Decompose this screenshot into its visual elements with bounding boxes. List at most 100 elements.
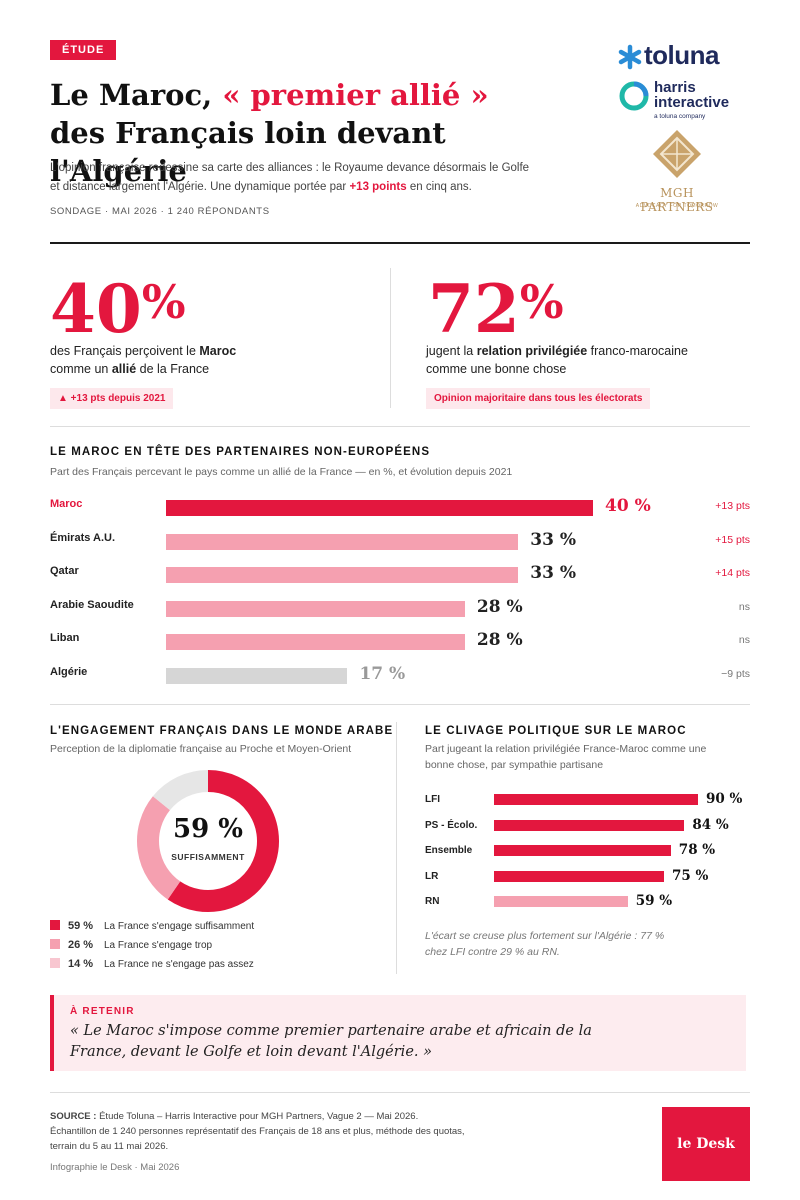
clivage-heading: LE CLIVAGE POLITIQUE SUR LE MAROC: [425, 725, 687, 737]
partner-bar: [166, 634, 465, 650]
legend-swatch: [50, 920, 60, 930]
harris-word-2: interactive: [654, 94, 730, 111]
lede: L'opinion française redessine sa carte d…: [50, 159, 530, 197]
kpi-pill-2: Opinion majoritaire dans tous les électo…: [426, 388, 651, 409]
party-label: LR: [425, 870, 439, 882]
logo-mgh: MGH PARTNERS ADVOCACY FOR TOMORROW: [622, 128, 732, 214]
kpi-number: 72: [428, 270, 520, 348]
header-rule: [50, 242, 750, 244]
legend-swatch: [50, 958, 60, 968]
partner-label: Liban: [50, 632, 80, 644]
page-title: Le Maroc, « premier allié » des Français…: [50, 76, 570, 190]
clivage-subheading: Part jugeant la relation privilégiée Fra…: [425, 743, 707, 771]
partners-heading: LE MAROC EN TÊTE DES PARTENAIRES NON-EUR…: [50, 446, 431, 458]
engagement-donut-chart: [137, 770, 279, 912]
partner-bar: [166, 667, 348, 684]
takeaway-quote: « Le Maroc s'impose comme premier parten…: [70, 1023, 592, 1060]
source-block: SOURCE : Étude Toluna – Harris Interacti…: [50, 1109, 630, 1154]
kpi-unit: %: [519, 275, 564, 329]
party-value: 78 %: [678, 842, 716, 858]
donut-legend-item: 59 % La France s'engage suffisamment: [50, 920, 370, 939]
partner-value: 33 %: [530, 529, 576, 550]
study-tag: ÉTUDE: [50, 40, 117, 60]
kpi-text: jugent la: [426, 344, 477, 358]
kpi-unit: %: [141, 275, 186, 329]
source-sample: Échantillon de 1 240 personnes représent…: [50, 1126, 465, 1137]
party-value: 75 %: [672, 867, 709, 884]
kpi-value-2: 72%: [428, 276, 564, 342]
divider: [50, 426, 750, 427]
party-value: 59 %: [635, 893, 673, 909]
kpi-text-bold: allié: [111, 362, 137, 376]
kpi-separator: [390, 268, 391, 408]
legend-value: 26 %: [68, 939, 94, 951]
partner-bar: [166, 500, 593, 516]
partner-label: Algérie: [50, 665, 88, 678]
donut-legend-item: 26 % La France s'engage trop: [50, 939, 370, 958]
kpi-number: 40: [50, 270, 142, 348]
partner-bar: [166, 600, 465, 617]
party-value: 84 %: [692, 816, 729, 833]
kpi-value-1: 40%: [50, 276, 186, 342]
survey-meta: SONDAGE · MAI 2026 · 1 240 RÉPONDANTS: [50, 206, 270, 217]
party-label: RN: [425, 896, 440, 907]
divider: [50, 704, 750, 705]
partner-delta: +15 pts: [715, 533, 750, 546]
party-label: LFI: [425, 794, 440, 805]
donut-legend: 59 % La France s'engage suffisamment 26 % L…: [50, 920, 370, 977]
legend-label: La France ne s'engage pas assez: [104, 959, 254, 970]
partners-subheading: Part des Français percevant le pays comm…: [50, 466, 513, 478]
engagement-subheading: Perception de la diplomatie française au…: [50, 743, 352, 755]
le-desk-logo: le Desk: [662, 1107, 750, 1181]
partner-label: Émirats A.U.: [50, 531, 116, 544]
party-label: PS - Écolo.: [425, 819, 478, 831]
harris-word-1: harris: [654, 79, 696, 96]
section-separator: [396, 722, 397, 974]
kpi-text: de la France: [136, 362, 210, 376]
legend-value: 14 %: [68, 958, 94, 970]
partner-value: 40 %: [605, 496, 651, 516]
partner-bar: [166, 567, 519, 583]
kpi-text: franco-marocaine comme une bonne chose: [426, 344, 688, 376]
donut-center-label: SUFFISAMMENT: [171, 852, 245, 862]
lede-highlight: +13 points: [349, 181, 407, 193]
donut-legend-item: 14 % La France ne s'engage pas assez: [50, 958, 370, 977]
partner-delta: ns: [738, 600, 750, 613]
partner-label: Maroc: [50, 498, 83, 510]
credit: Infographie le Desk · Mai 2026: [50, 1162, 180, 1173]
donut-center-value: 59 %: [173, 814, 243, 844]
party-label: Ensemble: [425, 845, 473, 856]
party-bar: [494, 794, 698, 805]
partner-label: Arabie Saoudite: [50, 598, 134, 611]
title-prefix: Le Maroc,: [50, 78, 223, 112]
party-value: 90 %: [706, 791, 743, 807]
partner-bar: [166, 533, 519, 550]
donut-slice: [137, 796, 181, 900]
legend-label: La France s'engage trop: [104, 940, 213, 951]
kpi-text-2: jugent la relation privilégiée franco-ma…: [426, 342, 726, 378]
partner-value: 33 %: [530, 563, 576, 583]
title-highlight: « premier allié »: [222, 78, 489, 112]
mgh-sub: ADVOCACY FOR TOMORROW: [635, 203, 719, 209]
source-dates: terrain du 5 au 11 mai 2026.: [50, 1141, 169, 1152]
source-label: SOURCE :: [50, 1111, 97, 1122]
donut-slice: [152, 770, 209, 811]
partner-value: 28 %: [476, 630, 523, 650]
partner-delta: +14 pts: [715, 567, 750, 579]
clivage-bar-chart: LFI 90 % PS - Écolo. 84 % Ensemble 78 % LR 75 %…: [0, 786, 800, 916]
partner-delta: ns: [738, 634, 750, 646]
partner-value: 17 %: [359, 663, 406, 684]
kpi-text-1: des Français perçoivent le Maroc comme u…: [50, 342, 350, 378]
lede-text: L'opinion française redessine sa carte d…: [50, 162, 530, 193]
partner-delta: −9 pts: [721, 667, 750, 680]
harris-sub: a toluna company: [654, 113, 706, 120]
legend-swatch: [50, 939, 60, 949]
mgh-diamond-icon: [653, 130, 701, 178]
party-bar: [494, 819, 685, 831]
divider: [50, 1092, 750, 1093]
partner-label: Qatar: [50, 565, 79, 577]
mgh-wordmark: MGH PARTNERS: [640, 186, 714, 214]
kpi-pill-1: ▲ +13 pts depuis 2021: [50, 388, 174, 409]
kpi-text-bold: relation privilégiée: [476, 344, 588, 358]
source-text: Étude Toluna – Harris Interactive pour M…: [96, 1111, 419, 1122]
